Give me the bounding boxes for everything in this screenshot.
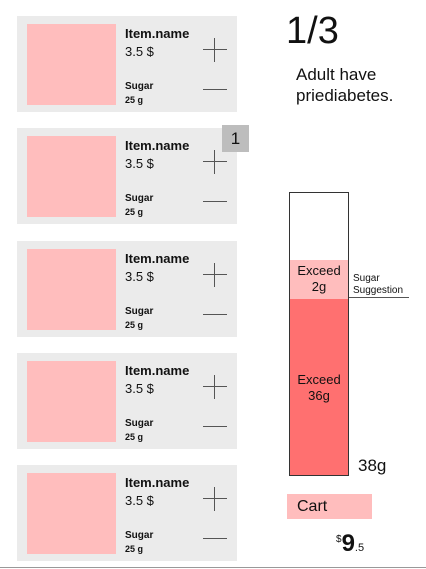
item-price: 3.5 $ bbox=[125, 381, 154, 396]
stat-line-2: priediabetes. bbox=[296, 86, 394, 105]
item-name: Item.name bbox=[125, 475, 190, 490]
item-sugar-label: Sugar bbox=[125, 306, 154, 317]
item-card: Item.name 3.5 $ Sugar 25 g bbox=[17, 128, 237, 224]
exceed-large-label: Exceed 36g bbox=[290, 372, 348, 404]
item-name: Item.name bbox=[125, 138, 190, 153]
item-sugar-value: 25 g bbox=[125, 207, 144, 217]
add-item-button[interactable] bbox=[203, 150, 227, 174]
sugar-suggestion-text-1: Sugar bbox=[353, 273, 380, 284]
currency-symbol: $ bbox=[336, 534, 342, 545]
price-decimal: .5 bbox=[354, 542, 365, 554]
remove-item-button[interactable] bbox=[203, 421, 227, 431]
sugar-total: 38g bbox=[358, 456, 387, 475]
cart-button[interactable]: Cart bbox=[287, 494, 372, 519]
item-card: Item.name 3.5 $ Sugar 25 g bbox=[17, 241, 237, 337]
item-card: Item.name 3.5 $ Sugar 25 g bbox=[17, 465, 237, 561]
item-card: Item.name 3.5 $ Sugar 25 g bbox=[17, 353, 237, 449]
item-sugar-value: 25 g bbox=[125, 544, 144, 554]
remove-item-button[interactable] bbox=[203, 84, 227, 94]
item-sugar-label: Sugar bbox=[125, 530, 154, 541]
sugar-suggestion-text-2: Suggestion bbox=[353, 285, 404, 296]
stat-fraction: 1/3 bbox=[286, 10, 339, 52]
item-sugar-value: 25 g bbox=[125, 432, 144, 442]
item-name: Item.name bbox=[125, 251, 190, 266]
sugar-bar: Exceed 2g Exceed 36g bbox=[289, 192, 349, 476]
item-name: Item.name bbox=[125, 363, 190, 378]
quantity-badge: 1 bbox=[222, 125, 249, 152]
item-image[interactable] bbox=[27, 249, 116, 330]
sugar-suggestion-line bbox=[349, 297, 409, 298]
stat-line-1: Adult have bbox=[296, 65, 377, 84]
item-sugar-label: Sugar bbox=[125, 418, 154, 429]
item-price: 3.5 $ bbox=[125, 493, 154, 508]
item-sugar-label: Sugar bbox=[125, 81, 154, 92]
exceed-small-value: 2g bbox=[311, 279, 327, 294]
item-sugar-value: 25 g bbox=[125, 95, 144, 105]
remove-item-button[interactable] bbox=[203, 196, 227, 206]
item-sugar-label: Sugar bbox=[125, 193, 154, 204]
exceed-small-text: Exceed bbox=[297, 263, 341, 278]
item-name: Item.name bbox=[125, 26, 190, 41]
sugar-suggestion-label: Sugar Suggestion bbox=[353, 273, 403, 297]
item-image[interactable] bbox=[27, 473, 116, 554]
item-sugar-value: 25 g bbox=[125, 320, 144, 330]
item-image[interactable] bbox=[27, 24, 116, 105]
exceed-large-text: Exceed bbox=[297, 372, 341, 387]
item-price: 3.5 $ bbox=[125, 269, 154, 284]
item-card: Item.name 3.5 $ Sugar 25 g bbox=[17, 16, 237, 112]
stat-text: Adult have priediabetes. bbox=[296, 64, 393, 106]
remove-item-button[interactable] bbox=[203, 533, 227, 543]
add-item-button[interactable] bbox=[203, 38, 227, 62]
exceed-small-label: Exceed 2g bbox=[290, 263, 348, 295]
add-item-button[interactable] bbox=[203, 487, 227, 511]
item-price: 3.5 $ bbox=[125, 156, 154, 171]
sugar-bar-exceed-large: Exceed 36g bbox=[290, 299, 348, 475]
price-integer: 9 bbox=[341, 530, 355, 557]
cart-total-price: $9.5 bbox=[336, 530, 364, 558]
add-item-button[interactable] bbox=[203, 375, 227, 399]
bottom-divider bbox=[0, 567, 426, 568]
item-image[interactable] bbox=[27, 136, 116, 217]
item-price: 3.5 $ bbox=[125, 44, 154, 59]
remove-item-button[interactable] bbox=[203, 309, 227, 319]
add-item-button[interactable] bbox=[203, 263, 227, 287]
sugar-bar-exceed-small: Exceed 2g bbox=[290, 260, 348, 299]
item-image[interactable] bbox=[27, 361, 116, 442]
exceed-large-value: 36g bbox=[308, 388, 330, 403]
